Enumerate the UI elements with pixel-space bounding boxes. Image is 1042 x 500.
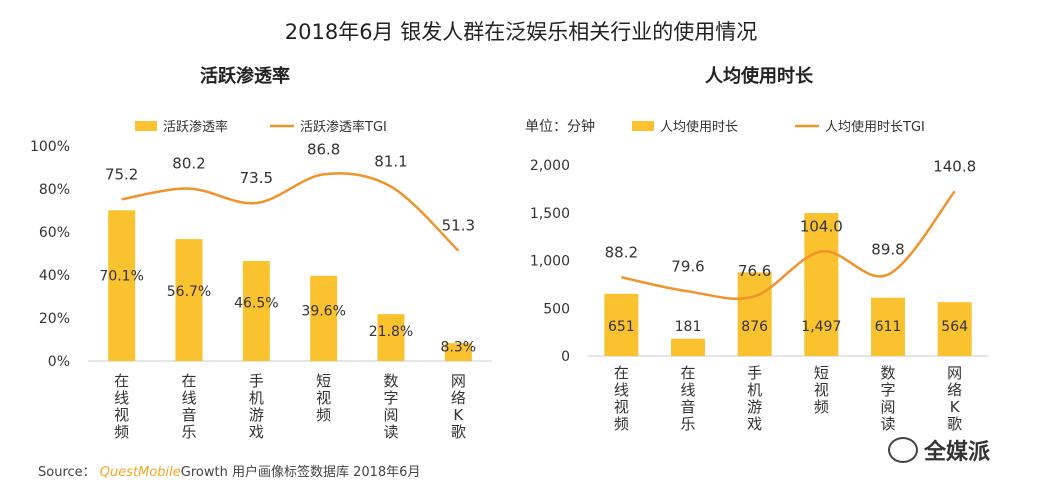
category-label: 在线视频 xyxy=(114,372,129,441)
tgi-data-label: 104.0 xyxy=(800,217,843,235)
category-label: 网络 K 歌 xyxy=(947,364,962,433)
bar xyxy=(671,338,705,356)
tgi-data-label: 88.2 xyxy=(605,243,638,261)
bar-data-label: 70.1% xyxy=(99,268,143,284)
category-label: 在线视频 xyxy=(614,364,629,433)
category-label: 在线音乐 xyxy=(680,364,695,433)
bar xyxy=(737,272,772,356)
tgi-line xyxy=(121,172,460,252)
y-tick-label: 60% xyxy=(39,225,70,241)
bar xyxy=(804,213,839,356)
watermark: 全媒派 xyxy=(888,434,990,466)
unit-label: 单位：分钟 xyxy=(525,118,595,135)
tgi-line xyxy=(621,190,956,300)
tgi-data-label: 73.5 xyxy=(240,169,273,187)
bar-data-label: 8.3% xyxy=(441,339,477,355)
legend-line-label: 人均使用时长TGI xyxy=(825,119,925,135)
legend-bar-label: 活跃渗透率 xyxy=(163,119,228,135)
bar xyxy=(175,239,203,361)
bar xyxy=(604,293,639,356)
bar-data-label: 21.8% xyxy=(369,324,413,340)
tgi-data-label: 81.1 xyxy=(374,153,407,171)
y-tick-label: 40% xyxy=(39,268,70,284)
y-tick-label: 100% xyxy=(30,139,70,155)
category-label: 在线音乐 xyxy=(181,372,196,441)
bar xyxy=(310,275,338,361)
bar-data-label: 39.6% xyxy=(301,303,345,319)
wechat-icon xyxy=(888,437,918,463)
y-tick-label: 20% xyxy=(39,311,70,327)
bar xyxy=(444,343,472,361)
category-label: 网络 K 歌 xyxy=(451,372,466,441)
source-rest: Growth 用户画像标签数据库 2018年6月 xyxy=(180,465,421,480)
legend-bar-swatch xyxy=(632,121,654,131)
bar-data-label: 1,497 xyxy=(801,319,841,335)
bar-data-label: 46.5% xyxy=(234,296,278,312)
source-note: Source： QuestMobileGrowth 用户画像标签数据库 2018… xyxy=(38,461,420,480)
bar xyxy=(242,261,270,361)
tgi-data-label: 80.2 xyxy=(172,155,205,173)
legend-bar-swatch xyxy=(135,121,157,131)
tgi-data-label: 140.8 xyxy=(933,157,976,175)
category-label: 手机游戏 xyxy=(249,372,264,441)
right-chart-title: 人均使用时长 xyxy=(705,66,813,87)
bar-data-label: 56.7% xyxy=(167,284,211,300)
bar-data-label: 181 xyxy=(675,319,702,335)
bar-data-label: 611 xyxy=(875,319,902,335)
main-title: 2018年6月 银发人群在泛娱乐相关行业的使用情况 xyxy=(284,20,758,44)
bar xyxy=(108,210,136,361)
tgi-data-label: 79.6 xyxy=(671,257,704,275)
category-label: 短视频 xyxy=(814,364,829,416)
bar-data-label: 876 xyxy=(741,319,768,335)
y-tick-label: 1,000 xyxy=(530,254,570,270)
y-tick-label: 0% xyxy=(48,354,70,370)
category-label: 数字阅读 xyxy=(880,364,895,433)
y-tick-label: 80% xyxy=(39,182,70,198)
source-brand: QuestMobile xyxy=(99,465,181,480)
bar xyxy=(871,297,905,356)
tgi-data-label: 75.2 xyxy=(105,165,138,183)
bar xyxy=(937,302,972,356)
bar xyxy=(377,314,405,361)
bar-data-label: 651 xyxy=(608,319,635,335)
y-tick-label: 1,500 xyxy=(530,206,570,222)
source-prefix: Source： xyxy=(38,465,96,480)
legend-line-label: 活跃渗透率TGI xyxy=(300,119,387,135)
y-tick-label: 2,000 xyxy=(530,158,570,174)
category-label: 手机游戏 xyxy=(747,364,762,433)
left-chart: 0% 20% 40% 60% 80% 100% 75.2 80.2 73.5 86.8 81.1 51… xyxy=(30,119,492,441)
y-tick-label: 0 xyxy=(561,349,570,365)
y-tick-label: 500 xyxy=(543,301,570,317)
tgi-data-label: 86.8 xyxy=(307,140,340,158)
tgi-data-label: 89.8 xyxy=(871,241,904,259)
tgi-data-label: 76.6 xyxy=(738,262,771,280)
tgi-data-label: 51.3 xyxy=(442,217,475,235)
category-label: 数字阅读 xyxy=(383,372,398,441)
bar-data-label: 564 xyxy=(941,319,968,335)
left-chart-title: 活跃渗透率 xyxy=(200,66,290,87)
watermark-text: 全媒派 xyxy=(924,440,991,465)
legend-bar-label: 人均使用时长 xyxy=(660,119,738,135)
right-chart: 0 500 1,000 1,500 2,000 88.2 79.6 76.6 104.0 89.8… xyxy=(525,118,988,433)
category-label: 短视频 xyxy=(316,372,331,424)
